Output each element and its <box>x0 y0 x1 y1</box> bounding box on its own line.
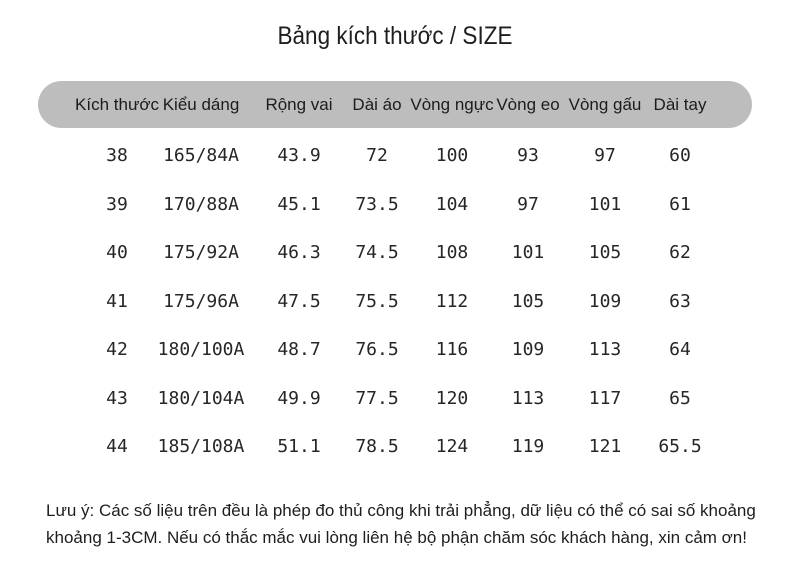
table-cell: 60 <box>669 145 691 166</box>
table-cell: 39 <box>106 193 128 215</box>
table-cell: 104 <box>435 193 469 215</box>
table-cell: 48.7 <box>277 339 321 360</box>
table-cell: 64 <box>669 339 691 360</box>
header-chest: Vòng ngực <box>410 95 494 114</box>
table-cell: 44 <box>106 436 128 457</box>
header-size: Kích thước <box>75 95 159 114</box>
table-cell: 165/84A <box>163 145 239 166</box>
table-row: 44 185/108A 51.1 78.5 124 119 121 65.5 <box>0 432 790 462</box>
table-cell: 175/96A <box>163 290 239 312</box>
header-sleeve: Dài tay <box>653 95 707 114</box>
table-cell: 185/108A <box>157 436 245 457</box>
header-style: Kiểu dáng <box>162 95 240 114</box>
table-cell: 175/92A <box>163 242 239 263</box>
table-cell: 40 <box>106 242 128 263</box>
table-cell: 93 <box>517 145 539 166</box>
table-cell: 75.5 <box>355 290 399 312</box>
table-cell: 113 <box>588 339 622 360</box>
page-title: Bảng kích thước / SIZE <box>277 22 513 50</box>
table-cell: 97 <box>517 193 539 215</box>
table-cell: 65 <box>669 387 691 409</box>
note-line-1: Lưu ý: Các số liệu trên đều là phép đo t… <box>46 501 756 520</box>
table-cell: 180/104A <box>157 387 245 409</box>
disclaimer-note: Lưu ý: Các số liệu trên đều là phép đo t… <box>46 497 766 551</box>
table-cell: 73.5 <box>355 193 399 215</box>
table-cell: 105 <box>511 290 545 312</box>
table-cell: 65.5 <box>658 436 702 457</box>
table-cell: 78.5 <box>355 436 399 457</box>
table-cell: 61 <box>669 193 691 215</box>
table-cell: 97 <box>594 145 616 166</box>
header-waist: Vòng eo <box>496 95 560 114</box>
table-cell: 112 <box>435 290 469 312</box>
table-cell: 46.3 <box>277 242 321 263</box>
table-cell: 41 <box>106 290 128 312</box>
table-cell: 170/88A <box>163 193 239 215</box>
table-cell: 43 <box>106 387 128 409</box>
table-cell: 124 <box>435 436 469 457</box>
table-cell: 117 <box>588 387 622 409</box>
table-cell: 180/100A <box>157 339 245 360</box>
table-cell: 100 <box>435 145 469 166</box>
table-row: 38 165/84A 43.9 72 100 93 97 60 <box>0 141 790 171</box>
table-header-bar: Kích thước Kiểu dáng Rộng vai Dài áo Vòn… <box>38 81 752 128</box>
table-cell: 105 <box>588 242 622 263</box>
header-length: Dài áo <box>352 95 402 114</box>
table-cell: 51.1 <box>277 436 321 457</box>
table-row: 43 180/104A 49.9 77.5 120 113 117 65 <box>0 384 790 414</box>
table-cell: 119 <box>511 436 545 457</box>
table-row: 41 175/96A 47.5 75.5 112 105 109 63 <box>0 287 790 317</box>
table-cell: 43.9 <box>277 145 321 166</box>
table-cell: 113 <box>511 387 545 409</box>
table-cell: 74.5 <box>355 242 399 263</box>
table-cell: 101 <box>511 242 545 263</box>
table-cell: 49.9 <box>277 387 321 409</box>
table-cell: 47.5 <box>277 290 321 312</box>
table-cell: 42 <box>106 339 128 360</box>
table-cell: 72 <box>366 145 388 166</box>
table-cell: 120 <box>435 387 469 409</box>
table-row: 39 170/88A 45.1 73.5 104 97 101 61 <box>0 190 790 220</box>
table-cell: 38 <box>106 145 128 166</box>
table-cell: 121 <box>588 436 622 457</box>
table-cell: 45.1 <box>277 193 321 215</box>
table-cell: 62 <box>669 242 691 263</box>
table-cell: 76.5 <box>355 339 399 360</box>
table-cell: 116 <box>435 339 469 360</box>
table-cell: 109 <box>511 339 545 360</box>
table-cell: 77.5 <box>355 387 399 409</box>
table-cell: 63 <box>669 290 691 312</box>
table-cell: 108 <box>435 242 469 263</box>
table-row: 40 175/92A 46.3 74.5 108 101 105 62 <box>0 238 790 268</box>
table-row: 42 180/100A 48.7 76.5 116 109 113 64 <box>0 335 790 365</box>
note-line-2: khoảng 1-3CM. Nếu có thắc mắc vui lòng l… <box>46 528 747 547</box>
header-hem: Vòng gấu <box>568 95 642 114</box>
header-shoulder: Rộng vai <box>265 95 333 114</box>
table-cell: 101 <box>588 193 622 215</box>
table-cell: 109 <box>588 290 622 312</box>
